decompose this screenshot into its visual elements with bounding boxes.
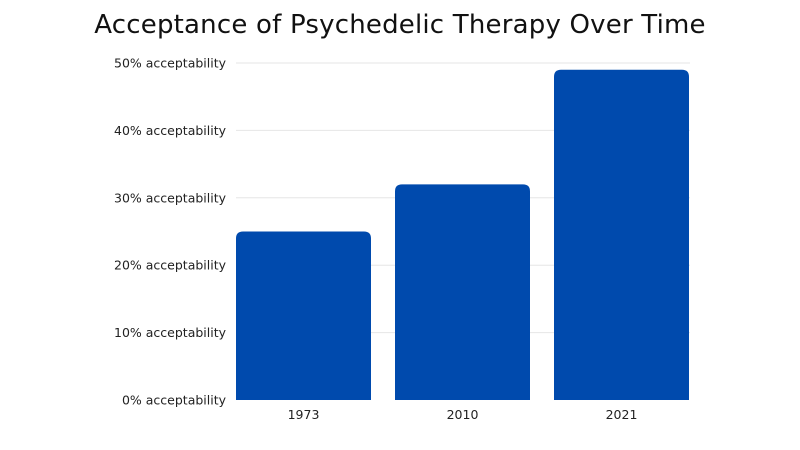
y-tick-label: 50% acceptability bbox=[114, 56, 227, 71]
bars bbox=[236, 69, 689, 401]
y-tick-label: 40% acceptability bbox=[114, 123, 227, 138]
bar-2021 bbox=[554, 69, 689, 401]
bar-1973 bbox=[236, 231, 371, 400]
x-tick-label: 1973 bbox=[288, 407, 320, 422]
x-tick-label: 2010 bbox=[447, 407, 479, 422]
y-tick-label: 0% acceptability bbox=[122, 393, 227, 408]
chart-title: Acceptance of Psychedelic Therapy Over T… bbox=[94, 10, 706, 40]
y-tick-label: 20% acceptability bbox=[114, 258, 227, 273]
x-axis-ticks: 1973 2010 2021 bbox=[288, 407, 638, 422]
x-tick-label: 2021 bbox=[606, 407, 638, 422]
y-tick-label: 10% acceptability bbox=[114, 325, 227, 340]
y-tick-label: 30% acceptability bbox=[114, 190, 227, 205]
bar-2010 bbox=[395, 184, 530, 400]
y-axis-ticks: 0% acceptability 10% acceptability 20% acc… bbox=[114, 56, 227, 408]
